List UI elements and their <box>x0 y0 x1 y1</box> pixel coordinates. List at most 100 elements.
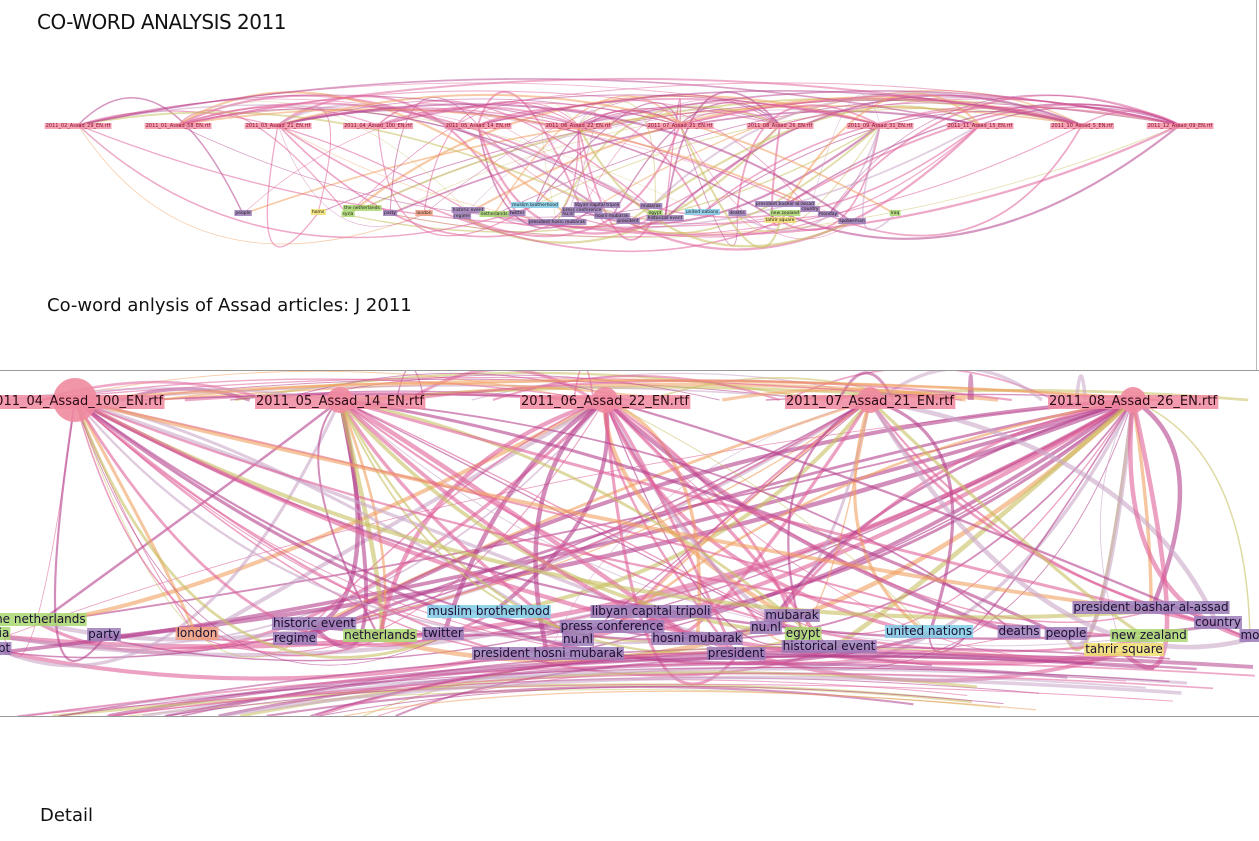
detail-term-node[interactable]: regime <box>272 631 318 645</box>
co-occurrence-edge <box>177 91 569 216</box>
detail-term-node[interactable]: twitter <box>422 626 464 640</box>
overview-term-node[interactable]: deaths <box>728 210 747 216</box>
overview-term-node[interactable]: muslim brotherhood <box>511 202 559 208</box>
co-occurrence-edge <box>77 124 425 245</box>
detail-network[interactable]: 2011_04_Assad_100_EN.rtf 2011_05_Assad_14… <box>0 371 1259 716</box>
detail-term-node[interactable]: nu.nl <box>562 632 594 646</box>
detail-term-node[interactable]: country <box>1194 615 1242 629</box>
overview-term-node[interactable]: historic event <box>451 207 485 213</box>
detail-article-node[interactable]: 2011_06_Assad_22_EN.rtf <box>520 387 691 413</box>
detail-term-node[interactable]: mubarak <box>764 608 820 622</box>
overview-term-node[interactable]: london <box>415 210 433 216</box>
overview-term-node[interactable]: united nations <box>684 209 720 215</box>
overview-term-node[interactable]: press conference <box>561 207 603 213</box>
overview-article-node[interactable]: 2011_03_Assad_21_EN.rtf <box>244 123 312 129</box>
overview-term-node[interactable]: netherlands <box>479 211 510 217</box>
overview-article-node[interactable]: 2011_12_Assad_09_EN.rtf <box>1146 123 1214 129</box>
overview-network[interactable]: 2011_02_Assad_29_EN.rtf 2011_01_Assad_58_… <box>0 40 1259 290</box>
term-label: deaths <box>999 624 1040 638</box>
detail-article-node[interactable]: 2011_04_Assad_100_EN.rtf <box>0 378 165 422</box>
detail-term-node[interactable]: historic event <box>271 616 357 630</box>
overview-article-node[interactable]: 2011_06_Assad_22_EN.rtf <box>544 123 612 129</box>
detail-term-node[interactable]: mo <box>1239 628 1259 642</box>
detail-term-node[interactable]: deaths <box>997 624 1041 638</box>
detail-term-node[interactable]: hosni mubarak <box>651 631 743 645</box>
detail-term-node[interactable]: president <box>706 646 766 660</box>
detail-term-node[interactable]: united nations <box>884 624 974 638</box>
article-label-bg <box>1050 123 1114 129</box>
co-occurrence-edge <box>277 124 558 238</box>
detail-term-node[interactable]: egypt <box>784 626 822 640</box>
overview-term-node[interactable]: iraq <box>889 210 901 216</box>
overview-term-node[interactable]: libyan capital tripoli <box>573 202 621 208</box>
overview-article-node[interactable]: 2011_07_Assad_21_EN.rtf <box>646 123 714 129</box>
overview-term-node[interactable]: president bashar al-assad <box>754 201 816 207</box>
co-occurrence-edge <box>74 399 381 657</box>
lower-edge <box>165 655 1197 716</box>
detail-term-node[interactable]: libyan capital tripoli <box>590 604 712 618</box>
detail-term-node[interactable]: president bashar al-assad <box>1072 600 1230 614</box>
overview-term-node[interactable]: new zealand <box>769 210 801 216</box>
detail-article-node[interactable]: 2011_05_Assad_14_EN.rtf <box>255 387 426 413</box>
co-occurrence-edge <box>37 399 341 625</box>
overview-term-node[interactable]: party <box>383 210 398 216</box>
overview-term-node[interactable]: president <box>616 218 640 224</box>
term-label-bg <box>343 629 417 642</box>
detail-term-node[interactable]: president hosni mubarak <box>472 646 624 660</box>
co-occurrence-edge <box>74 399 767 645</box>
overview-term-node[interactable]: hosni mubarak <box>594 213 631 219</box>
detail-term-node[interactable]: historical event <box>781 639 877 653</box>
article-label-bg <box>0 395 165 409</box>
overview-term-node[interactable]: monday <box>817 211 839 217</box>
detail-panel[interactable]: 2011_04_Assad_100_EN.rtf 2011_05_Assad_14… <box>0 370 1259 717</box>
overview-article-node[interactable]: 2011_02_Assad_29_EN.rtf <box>44 123 112 129</box>
detail-term-node[interactable]: the netherlands <box>0 612 87 626</box>
detail-term-node[interactable]: pt <box>0 641 12 655</box>
overview-article-node[interactable]: 2011_04_Assad_100_EN.rtf <box>343 123 414 129</box>
overview-article-node[interactable]: 2011_10_Assad_5_EN.rtf <box>1050 123 1114 129</box>
overview-article-node[interactable]: 2011_09_Assad_31_EN.rtf <box>846 123 914 129</box>
term-label: netherlands <box>481 211 509 217</box>
co-occurrence-edge <box>577 124 853 248</box>
overview-term-node[interactable]: president hosni mubarak <box>527 219 587 225</box>
overview-term-node[interactable]: mubarak <box>639 203 663 209</box>
overview-term-node[interactable]: syria <box>341 211 355 217</box>
detail-term-node[interactable]: london <box>175 626 219 640</box>
overview-term-node[interactable]: twitter <box>508 210 526 216</box>
detail-term-node[interactable]: party <box>87 627 121 641</box>
overview-term-node[interactable]: country <box>800 206 820 212</box>
overview-term-node[interactable]: the netherlands <box>343 205 382 211</box>
term-label-bg <box>562 633 594 646</box>
detail-term-node[interactable]: muslim brotherhood <box>427 604 551 618</box>
co-occurrence-edge <box>627 124 881 235</box>
detail-term-node[interactable]: new zealand <box>1110 628 1188 642</box>
overview-term-node[interactable]: spokesman <box>838 218 866 224</box>
detail-term-node[interactable]: nu.nl <box>750 620 782 634</box>
detail-term-node[interactable]: people <box>1044 626 1088 640</box>
detail-term-node[interactable]: press conference <box>559 619 665 633</box>
detail-term-node[interactable]: ia <box>0 626 11 640</box>
term-label: nu.nl <box>562 211 573 217</box>
co-occurrence-edge <box>74 398 1150 641</box>
overview-article-node[interactable]: 2011_11_Assad_15_EN.rtf <box>946 123 1014 129</box>
overview-term-node[interactable]: nu.nl <box>561 211 575 217</box>
detail-article-node[interactable]: 2011_08_Assad_26_EN.rtf <box>1048 387 1219 413</box>
article-label: 2011_08_Assad_26_EN.rtf <box>1049 394 1217 409</box>
detail-term-node[interactable]: tahrir square <box>1084 642 1164 656</box>
term-label-bg <box>647 210 663 216</box>
overview-term-node[interactable]: homs <box>310 209 326 215</box>
overview-article-node[interactable]: 2011_01_Assad_58_EN.rtf <box>144 123 212 129</box>
overview-term-node[interactable]: tahrir square <box>764 217 796 223</box>
overview-term-node[interactable]: people <box>234 210 252 216</box>
co-occurrence-edge <box>74 398 652 617</box>
term-label-bg <box>1072 601 1230 614</box>
detail-article-node[interactable]: 2011_07_Assad_21_EN.rtf <box>785 387 956 413</box>
term-label-bg <box>781 640 877 653</box>
overview-term-node[interactable]: historical event <box>646 215 684 221</box>
overview-article-node[interactable]: 2011_08_Assad_26_EN.rtf <box>746 123 814 129</box>
article-label: 2011_03_Assad_21_EN.rtf <box>246 123 311 129</box>
overview-term-node[interactable]: regime <box>453 213 472 219</box>
detail-term-node[interactable]: netherlands <box>343 628 417 642</box>
overview-term-node[interactable]: egypt <box>647 210 663 216</box>
overview-article-node[interactable]: 2011_05_Assad_14_EN.rtf <box>444 123 512 129</box>
